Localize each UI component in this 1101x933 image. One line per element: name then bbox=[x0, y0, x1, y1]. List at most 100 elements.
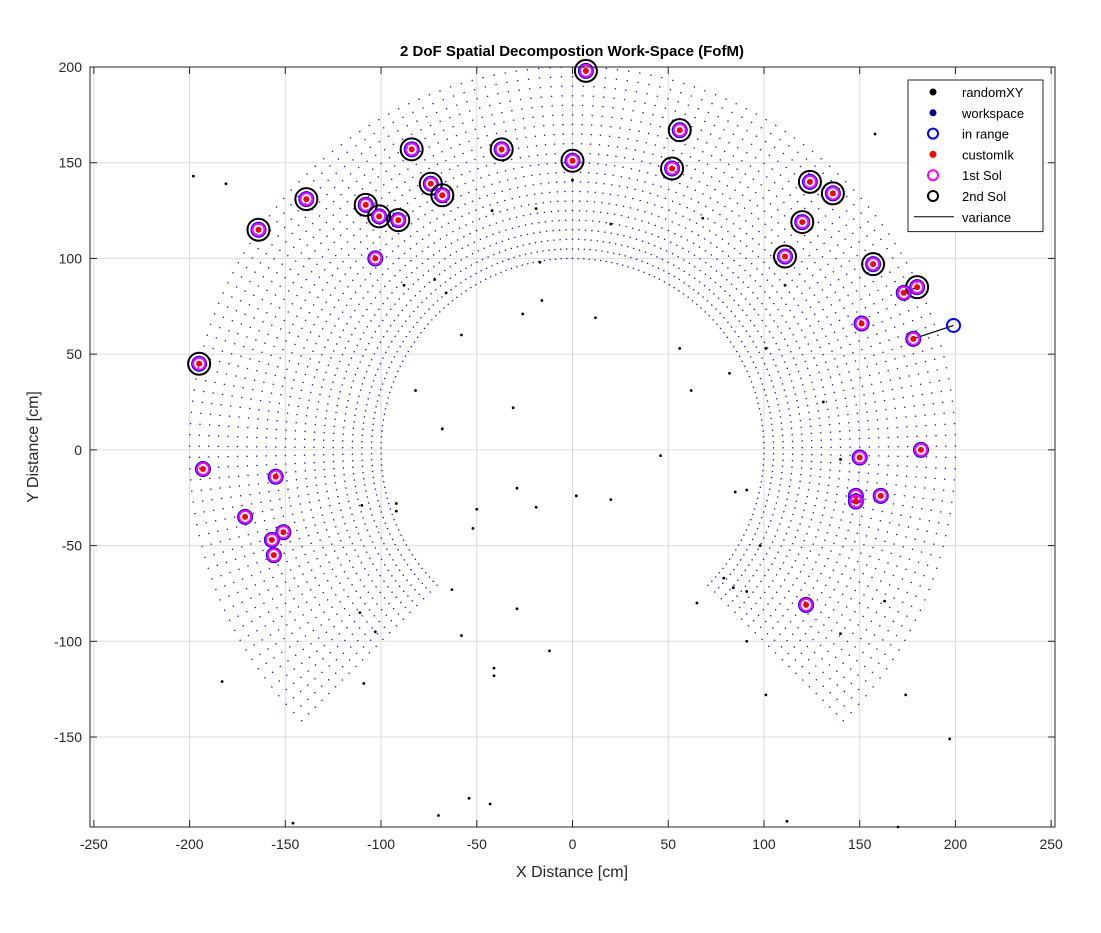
first-sol-marker bbox=[672, 123, 687, 138]
workspace-point bbox=[440, 172, 443, 174]
workspace-point bbox=[244, 377, 246, 379]
workspace-point bbox=[288, 404, 290, 406]
workspace-point bbox=[785, 532, 788, 535]
workspace-point bbox=[204, 556, 206, 559]
workspace-point bbox=[673, 286, 675, 289]
workspace-point bbox=[924, 599, 926, 601]
workspace-point bbox=[738, 320, 740, 322]
workspace-point bbox=[221, 350, 224, 352]
workspace-point bbox=[486, 95, 489, 97]
workspace-point bbox=[304, 462, 306, 464]
workspace-point bbox=[605, 163, 608, 166]
workspace-point bbox=[387, 268, 389, 270]
workspace-point bbox=[333, 306, 336, 308]
workspace-point bbox=[357, 166, 360, 169]
workspace-point bbox=[641, 240, 644, 242]
workspace-point bbox=[856, 254, 858, 257]
workspace-point bbox=[772, 458, 775, 461]
workspace-point bbox=[244, 313, 246, 316]
workspace-point bbox=[827, 368, 829, 371]
workspace-point bbox=[747, 186, 749, 188]
workspace-point bbox=[257, 483, 260, 485]
workspace-point bbox=[544, 144, 547, 146]
workspace-point bbox=[853, 203, 855, 206]
workspace-point bbox=[800, 589, 802, 591]
workspace-point bbox=[750, 608, 753, 610]
workspace-point bbox=[714, 188, 716, 191]
workspace-point bbox=[451, 299, 454, 302]
workspace-point bbox=[587, 181, 590, 184]
legend-marker bbox=[929, 150, 937, 158]
workspace-point bbox=[324, 417, 327, 419]
workspace-point bbox=[789, 620, 792, 623]
workspace-point bbox=[431, 319, 433, 321]
workspace-point bbox=[361, 658, 364, 661]
workspace-point bbox=[784, 504, 787, 507]
workspace-point bbox=[231, 395, 233, 397]
workspace-point bbox=[801, 446, 804, 449]
workspace-point bbox=[761, 357, 763, 359]
workspace-point bbox=[351, 459, 354, 462]
workspace-point bbox=[496, 201, 499, 204]
workspace-point bbox=[880, 381, 882, 383]
workspace-point bbox=[397, 232, 400, 235]
workspace-point bbox=[306, 173, 308, 175]
workspace-point bbox=[379, 591, 382, 594]
workspace-point bbox=[827, 263, 829, 265]
workspace-point bbox=[340, 193, 342, 196]
workspace-point bbox=[629, 236, 631, 239]
workspace-point bbox=[865, 535, 868, 537]
workspace-point bbox=[465, 289, 467, 292]
workspace-point bbox=[200, 489, 203, 491]
workspace-point bbox=[300, 252, 303, 254]
workspace-point bbox=[334, 254, 337, 257]
workspace-point bbox=[359, 596, 362, 599]
workspace-point bbox=[441, 150, 443, 153]
workspace-point bbox=[605, 221, 607, 224]
workspace-point bbox=[798, 347, 801, 349]
workspace-point bbox=[519, 98, 522, 101]
workspace-point bbox=[227, 435, 229, 438]
workspace-point bbox=[820, 591, 823, 594]
workspace-point bbox=[697, 292, 700, 294]
workspace-point bbox=[528, 155, 530, 158]
workspace-point bbox=[683, 259, 685, 261]
workspace-point bbox=[823, 506, 826, 509]
workspace-point bbox=[878, 662, 880, 665]
workspace-point bbox=[654, 204, 656, 206]
workspace-point bbox=[546, 240, 549, 242]
workspace-point bbox=[783, 338, 786, 340]
workspace-point bbox=[828, 706, 831, 708]
workspace-point bbox=[868, 463, 870, 466]
workspace-point bbox=[641, 260, 643, 263]
workspace-point bbox=[197, 367, 200, 369]
workspace-point bbox=[626, 245, 629, 248]
workspace-point bbox=[365, 370, 368, 373]
workspace-point bbox=[345, 553, 348, 555]
workspace-point bbox=[638, 249, 641, 251]
workspace-point bbox=[762, 197, 764, 199]
workspace-point bbox=[275, 472, 278, 474]
workspace-point bbox=[561, 95, 563, 97]
random-point bbox=[394, 509, 398, 513]
workspace-point bbox=[847, 413, 849, 416]
workspace-point bbox=[616, 146, 619, 148]
workspace-point bbox=[380, 537, 382, 539]
workspace-point bbox=[797, 322, 799, 325]
workspace-point bbox=[253, 294, 255, 297]
workspace-point bbox=[332, 453, 334, 456]
workspace-point bbox=[840, 265, 843, 268]
workspace-point bbox=[375, 525, 378, 528]
workspace-point bbox=[542, 201, 544, 204]
custom-ik-point bbox=[199, 466, 206, 473]
workspace-point bbox=[787, 572, 790, 575]
workspace-point bbox=[850, 379, 852, 381]
workspace-point bbox=[758, 230, 760, 233]
workspace-point bbox=[307, 493, 309, 496]
workspace-point bbox=[600, 124, 602, 127]
workspace-point bbox=[914, 538, 916, 541]
workspace-point bbox=[801, 453, 803, 456]
workspace-point bbox=[388, 602, 390, 605]
workspace-point bbox=[351, 602, 354, 604]
workspace-point bbox=[852, 351, 854, 354]
